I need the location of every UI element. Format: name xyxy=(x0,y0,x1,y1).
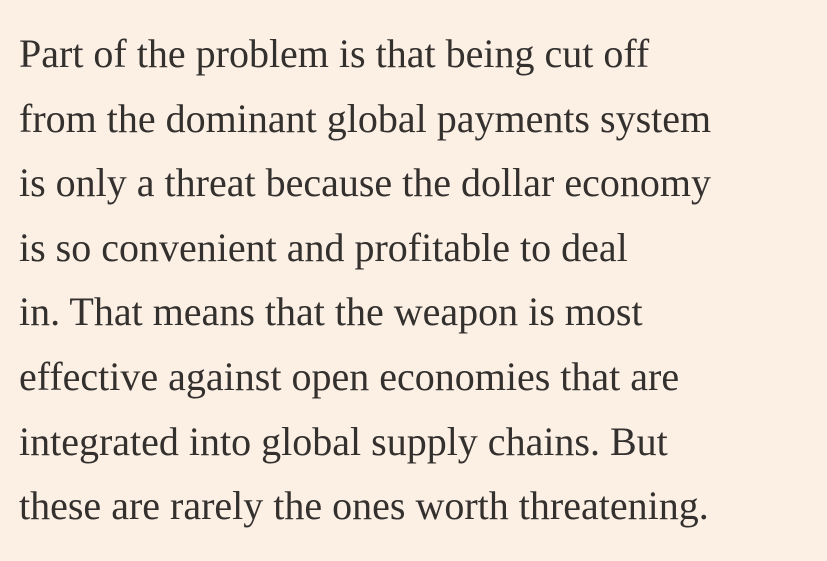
paragraph-line-2: from the dominant global payments system xyxy=(19,95,712,141)
paragraph-line-1: Part of the problem is that being cut of… xyxy=(19,31,650,76)
article-paragraph: Part of the problem is that being cut of… xyxy=(19,22,711,539)
paragraph-line-7: integrated into global supply chains. Bu… xyxy=(19,418,668,464)
paragraph-line-4: is so convenient and profitable to deal xyxy=(19,224,628,270)
paragraph-line-6: effective against open economies that ar… xyxy=(19,353,680,399)
paragraph-line-3: is only a threat because the dollar econ… xyxy=(19,160,711,206)
paragraph-line-5: in. That means that the weapon is most xyxy=(19,289,643,335)
paragraph-line-8: these are rarely the ones worth threaten… xyxy=(19,483,709,529)
